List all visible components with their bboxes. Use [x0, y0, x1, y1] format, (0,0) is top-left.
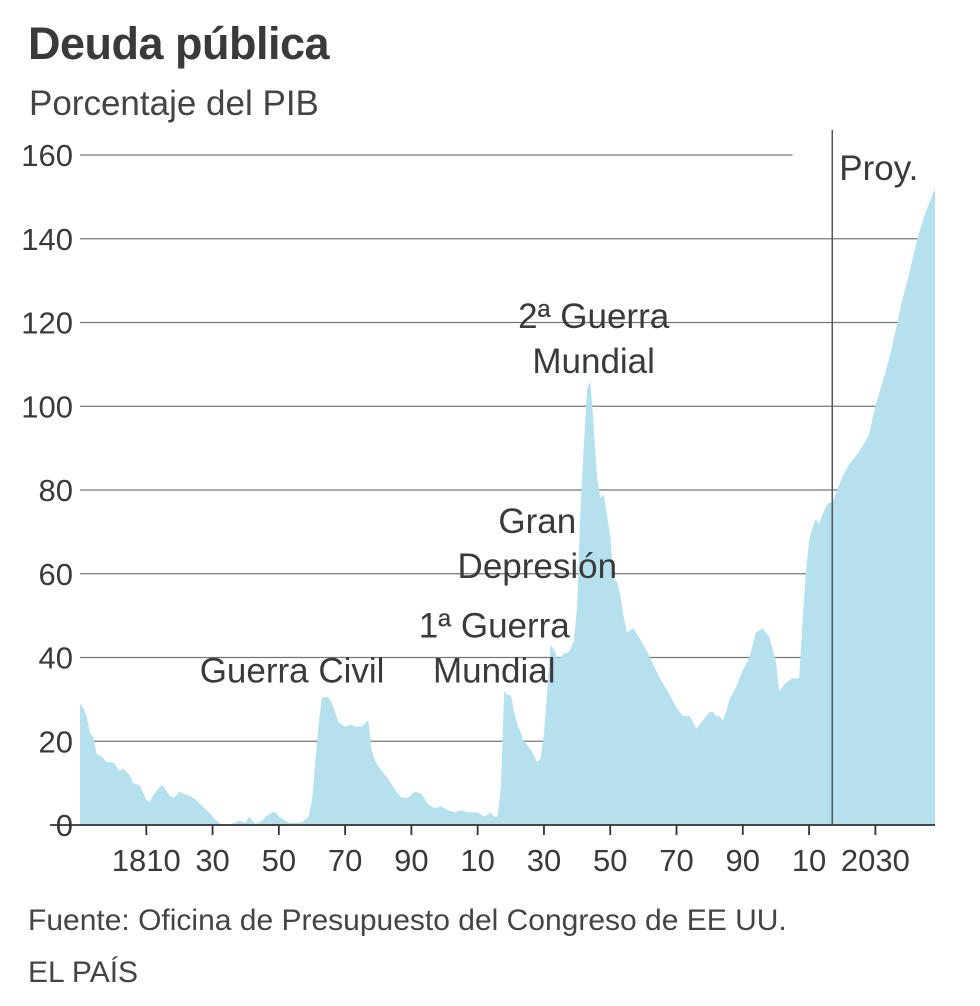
grid-lines	[80, 154, 935, 826]
annotation-1-line-1: Mundial	[433, 652, 556, 691]
x-tick-label-1910: 10	[460, 843, 494, 878]
y-tick-label-160: 160	[21, 138, 73, 173]
y-tick-label-140: 140	[21, 222, 73, 257]
annotation-3-line-1: Mundial	[532, 342, 655, 381]
y-tick-label-120: 120	[21, 306, 73, 341]
x-tick-label-1930: 30	[527, 843, 561, 878]
chart-title: Deuda pública	[28, 18, 330, 69]
x-tick-label-1890: 90	[394, 843, 428, 878]
area-series	[80, 188, 935, 825]
x-tick-label-1810: 1810	[112, 843, 181, 878]
annotation-2-line-0: Gran	[498, 502, 576, 541]
annotation-0-line-0: Guerra Civil	[200, 652, 385, 691]
annotation-1-line-0: 1ª Guerra	[419, 607, 571, 646]
y-tick-label-100: 100	[21, 389, 73, 424]
x-tick-label-1870: 70	[328, 843, 362, 878]
source-note: Fuente: Oficina de Presupuesto del Congr…	[28, 904, 787, 937]
x-tick-label-2030: 2030	[841, 843, 910, 878]
y-tick-label-20: 20	[39, 724, 73, 759]
brand-label: EL PAÍS	[28, 956, 139, 989]
x-tick-label-1850: 50	[262, 843, 296, 878]
x-tick-label-1950: 50	[593, 843, 627, 878]
y-tick-label-60: 60	[39, 557, 73, 592]
x-tick-label-2010: 10	[792, 843, 826, 878]
x-tick-label-1830: 30	[195, 843, 229, 878]
chart-subtitle: Porcentaje del PIB	[29, 84, 319, 123]
x-tick-label-1970: 70	[659, 843, 693, 878]
projection-label: Proy.	[839, 149, 918, 188]
x-tick-label-1990: 90	[726, 843, 760, 878]
y-tick-label-80: 80	[39, 473, 73, 508]
annotations: Guerra Civil 1ª Guerra Mundial Gran Depresió…	[200, 297, 670, 691]
annotation-3-line-0: 2ª Guerra	[518, 297, 670, 336]
debt-area	[80, 188, 935, 825]
annotation-2-line-1: Depresión	[458, 547, 618, 586]
y-tick-label-40: 40	[39, 641, 73, 676]
